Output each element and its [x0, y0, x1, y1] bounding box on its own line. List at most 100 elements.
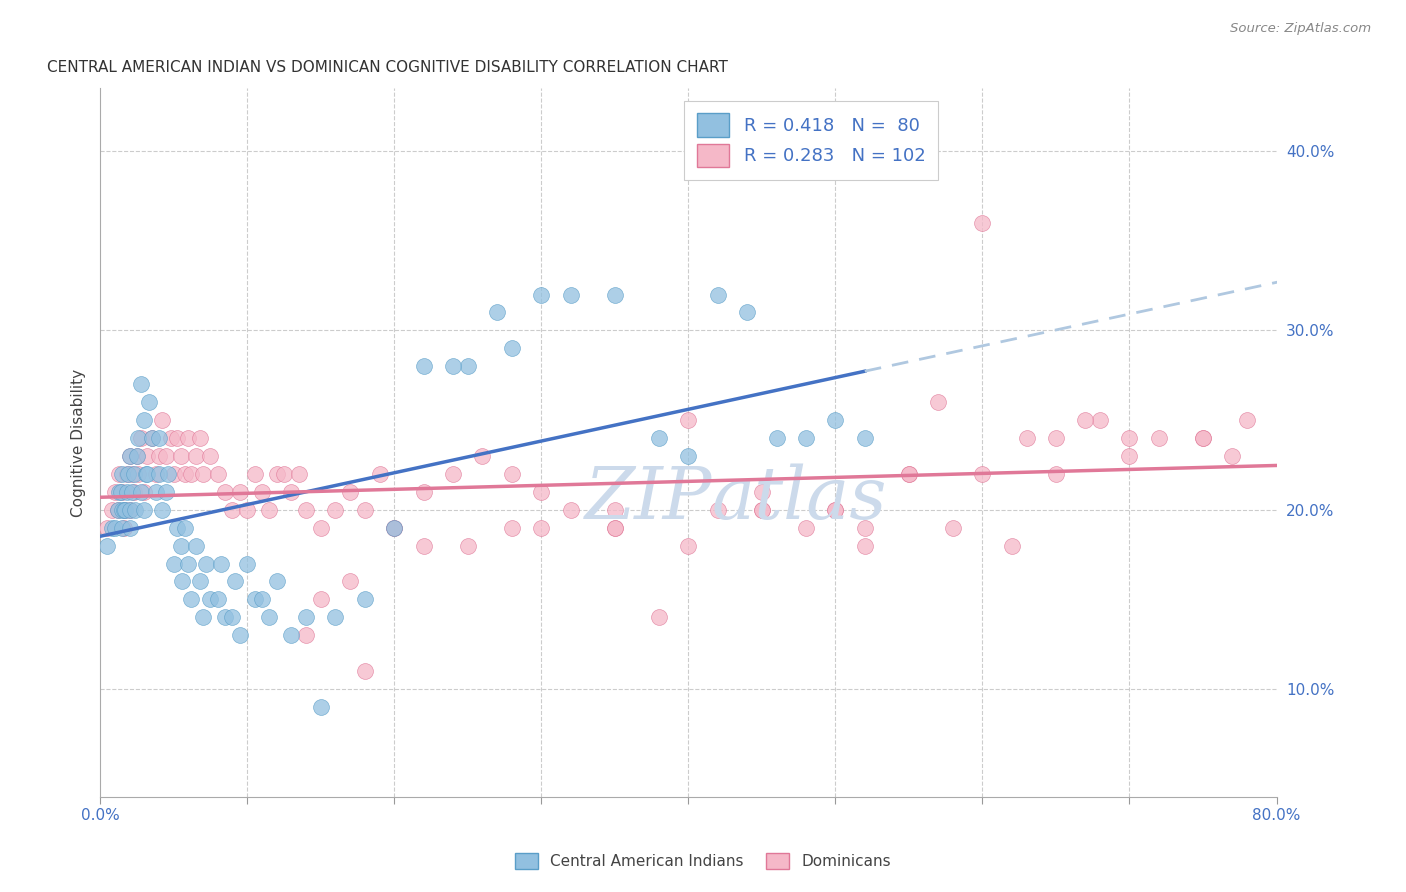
Point [295, 610, 318, 624]
Point [112, 502, 135, 516]
Point [163, 557, 186, 571]
Point [111, 521, 134, 535]
Point [309, 700, 332, 714]
Point [207, 467, 229, 481]
Point [101, 521, 124, 535]
Point [104, 521, 127, 535]
Point [127, 431, 149, 445]
Point [134, 484, 156, 499]
Point [1045, 467, 1067, 481]
Point [172, 574, 194, 589]
Point [214, 610, 236, 624]
Point [972, 467, 994, 481]
Point [177, 431, 200, 445]
Point [412, 539, 434, 553]
Point [530, 521, 553, 535]
Point [117, 467, 139, 481]
Point [118, 449, 141, 463]
Point [765, 431, 787, 445]
Point [191, 467, 214, 481]
Point [250, 592, 273, 607]
Point [412, 484, 434, 499]
Point [150, 502, 173, 516]
Point [1236, 413, 1258, 427]
Point [309, 521, 332, 535]
Point [135, 467, 157, 481]
Point [200, 449, 222, 463]
Point [1074, 413, 1097, 427]
Point [131, 484, 153, 499]
Point [166, 521, 188, 535]
Point [136, 449, 159, 463]
Point [114, 502, 136, 516]
Point [96, 539, 118, 553]
Point [1192, 431, 1215, 445]
Point [1015, 431, 1038, 445]
Point [107, 502, 129, 516]
Point [108, 467, 131, 481]
Point [111, 467, 134, 481]
Point [266, 467, 288, 481]
Point [138, 395, 160, 409]
Point [177, 557, 200, 571]
Point [1118, 431, 1140, 445]
Point [148, 431, 170, 445]
Point [124, 502, 146, 516]
Point [280, 628, 302, 642]
Point [678, 539, 700, 553]
Point [339, 574, 361, 589]
Point [122, 467, 145, 481]
Point [287, 467, 309, 481]
Point [155, 484, 177, 499]
Point [368, 467, 391, 481]
Point [309, 592, 332, 607]
Point [136, 467, 159, 481]
Point [134, 413, 156, 427]
Point [184, 539, 207, 553]
Text: Source: ZipAtlas.com: Source: ZipAtlas.com [1230, 22, 1371, 36]
Point [382, 521, 405, 535]
Point [853, 521, 876, 535]
Point [824, 413, 846, 427]
Point [927, 395, 949, 409]
Point [295, 628, 318, 642]
Point [853, 431, 876, 445]
Point [897, 467, 920, 481]
Point [794, 431, 817, 445]
Point [501, 341, 523, 355]
Point [257, 502, 280, 516]
Point [174, 467, 197, 481]
Point [603, 521, 626, 535]
Text: ZIP: ZIP [585, 464, 711, 534]
Point [501, 467, 523, 481]
Point [1147, 431, 1170, 445]
Point [134, 502, 156, 516]
Point [441, 359, 464, 374]
Point [751, 484, 773, 499]
Point [1222, 449, 1244, 463]
Point [101, 502, 124, 516]
Point [141, 431, 163, 445]
Point [441, 467, 464, 481]
Point [148, 449, 170, 463]
Point [257, 610, 280, 624]
Point [236, 502, 259, 516]
Point [897, 467, 920, 481]
Point [501, 521, 523, 535]
Point [224, 574, 246, 589]
Point [1118, 449, 1140, 463]
Point [243, 592, 266, 607]
Point [794, 521, 817, 535]
Point [121, 484, 143, 499]
Point [560, 502, 582, 516]
Point [457, 359, 479, 374]
Point [145, 467, 167, 481]
Point [266, 574, 288, 589]
Point [96, 521, 118, 535]
Text: CENTRAL AMERICAN INDIAN VS DOMINICAN COGNITIVE DISABILITY CORRELATION CHART: CENTRAL AMERICAN INDIAN VS DOMINICAN COG… [48, 60, 728, 75]
Point [486, 305, 509, 319]
Point [229, 628, 252, 642]
Point [339, 484, 361, 499]
Point [243, 467, 266, 481]
Point [118, 502, 141, 516]
